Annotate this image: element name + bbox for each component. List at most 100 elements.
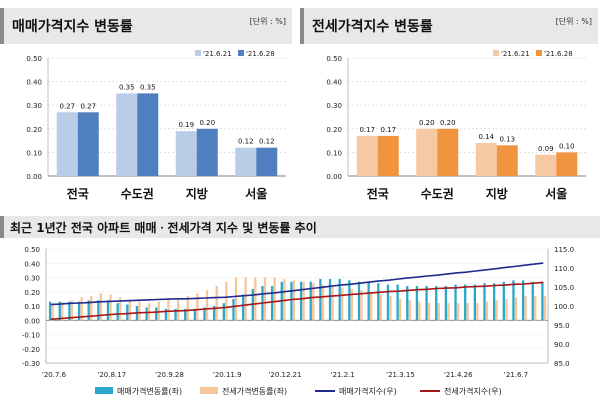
trend-left-ytick-label: 0.10 (24, 303, 40, 311)
jeonse-rate-bar (427, 303, 431, 321)
jeonse-title-bar (300, 8, 598, 44)
jeonse-bar (535, 154, 557, 176)
jeonse-rate-bar (302, 281, 305, 321)
jeonse-ytick-label: 0.00 (326, 173, 342, 181)
sale-ytick-label: 0.40 (26, 79, 42, 87)
jeonse-rate-bar (61, 301, 64, 321)
sale-legend-label-1: '21.6.21 (203, 50, 232, 58)
jeonse-rate-bar (80, 297, 83, 321)
sale-legend: '21.6.21 '21.6.28 (195, 50, 275, 58)
jeonse-data-label: 0.09 (538, 145, 554, 153)
jeonse-legend-label-2: '21.6.28 (544, 50, 573, 58)
jeonse-rate-bar (273, 277, 276, 321)
trend-left-ytick-label: 0.40 (24, 260, 40, 268)
sale-rate-bar (444, 286, 448, 321)
sale-category-label: 수도권 (121, 187, 154, 201)
jeonse-ytick-label: 0.30 (326, 102, 342, 110)
jeonse-rate-bar (90, 296, 93, 321)
jeonse-rate-bar (176, 298, 180, 321)
jeonse-bar (437, 128, 459, 176)
sale-rate-bar (435, 286, 438, 321)
sale-rate-bar (68, 301, 71, 321)
sale-unit-label: [단위 : %] (250, 16, 286, 26)
sale-rate-bar (357, 281, 361, 321)
sale-bar (116, 93, 138, 176)
jeonse-bars: 0.17 0.17 0.20 0.20 0.14 0.13 0.09 0.10 (356, 119, 578, 176)
trend-title-accent (0, 216, 4, 238)
jeonse-rate-bar (292, 280, 296, 321)
jeonse-rate-bar (389, 296, 392, 321)
sale-rate-bar (521, 280, 525, 321)
jeonse-rate-bar (495, 300, 498, 321)
jeonse-bar (377, 135, 399, 176)
jeonse-rate-bar (476, 303, 479, 321)
sale-rate-bar (541, 281, 544, 321)
sale-rate-bar (242, 294, 245, 321)
jeonse-data-label: 0.17 (359, 126, 375, 134)
sale-rate-bar (87, 300, 90, 321)
trend-left-ytick-label: 0.20 (24, 289, 40, 297)
jeonse-rate-bar (138, 301, 141, 321)
trend-axes: 0.50 0.40 0.30 0.20 0.10 0.00 -0.10 -0.20 -0.30 1… (22, 246, 574, 379)
sale-ytick-label: 0.50 (26, 55, 42, 63)
sale-rate-panel: 매매가격지수 변동률 [단위 : %] 0.50 0.40 0.30 0.20 0.10… (0, 8, 292, 201)
jeonse-rate-bar (485, 301, 489, 321)
jeonse-bar (356, 135, 378, 176)
sale-bar (256, 147, 278, 176)
sale-rate-bar (377, 283, 380, 321)
sale-ytick-label: 0.20 (26, 126, 42, 134)
trend-chart-title: 최근 1년간 전국 아파트 매매ㆍ전세가격 지수 및 변동률 추이 (10, 220, 317, 235)
sale-data-label: 0.20 (199, 119, 215, 127)
jeonse-rate-bar (341, 287, 344, 321)
trend-legend-swatch-2 (200, 387, 218, 394)
trend-legend-label-3: 매매가격지수(우) (339, 386, 397, 396)
jeonse-rate-bar (51, 303, 54, 321)
jeonse-rate-bar (186, 296, 189, 321)
sale-rate-bar (309, 281, 312, 321)
jeonse-title-accent (300, 8, 304, 44)
sale-rate-bar (106, 300, 110, 321)
sale-rate-bar (464, 284, 467, 321)
trend-right-ytick-label: 95.0 (554, 322, 570, 330)
sale-rate-bar (425, 286, 428, 321)
sale-category-label: 서울 (245, 186, 267, 201)
jeonse-data-label: 0.17 (380, 126, 396, 134)
sale-category-label: 지방 (186, 186, 208, 201)
jeonse-category-label: 수도권 (421, 187, 454, 201)
trend-xtick-label: '21.6.7 (504, 371, 528, 379)
trend-xtick-label: '20.9.28 (155, 371, 184, 379)
sale-bar (196, 128, 218, 176)
sale-rate-bar (222, 303, 225, 321)
jeonse-index-line (50, 281, 544, 321)
sale-rate-bar (174, 308, 177, 321)
sale-rate-bar (367, 281, 370, 321)
jeonse-category-label: 지방 (486, 186, 508, 201)
jeonse-bar (475, 142, 497, 176)
sale-bar (175, 131, 197, 176)
sale-data-label: 0.35 (119, 83, 135, 91)
jeonse-data-label: 0.20 (419, 119, 435, 127)
jeonse-rate-bar (167, 300, 170, 321)
sale-bar (235, 147, 257, 176)
jeonse-rate-bar (437, 303, 440, 321)
sale-data-label: 0.35 (140, 83, 156, 91)
trend-left-ytick-label: 0.50 (24, 246, 40, 254)
sale-rate-bar (406, 286, 409, 321)
sale-bar (56, 112, 78, 176)
jeonse-rate-bar (312, 283, 315, 321)
sale-data-label: 0.27 (80, 102, 96, 110)
jeonse-legend-swatch-2 (536, 50, 542, 56)
trend-right-ytick-label: 100.0 (554, 303, 574, 311)
sale-rate-bar (203, 307, 206, 321)
sale-rate-bar (483, 283, 486, 321)
trend-legend-swatch-1 (95, 387, 113, 394)
sale-rate-bar (270, 286, 274, 321)
trend-xtick-label: '20.11.9 (213, 371, 242, 379)
sale-ytick-label: 0.30 (26, 102, 42, 110)
sale-rate-bar (290, 281, 293, 321)
jeonse-rate-bar (331, 286, 334, 321)
sale-category-label: 전국 (67, 186, 89, 201)
jeonse-rate-panel: 전세가격지수 변동률 [단위 : %] 0.50 0.40 0.30 0.20 0.10… (300, 8, 598, 201)
jeonse-ytick-label: 0.50 (326, 55, 342, 63)
